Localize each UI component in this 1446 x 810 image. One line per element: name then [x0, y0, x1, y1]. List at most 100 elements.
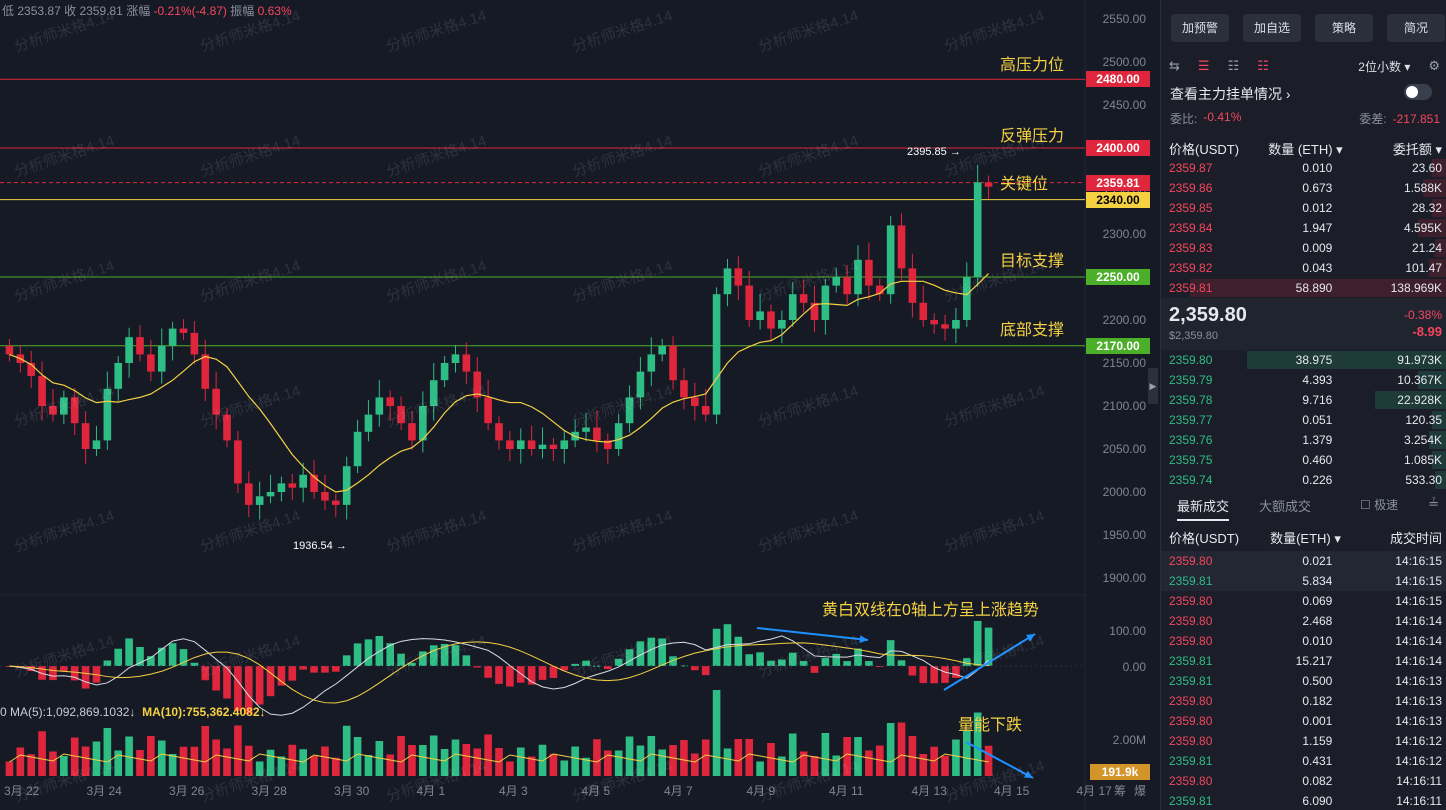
macd-bar: [636, 641, 645, 666]
macd-bar: [60, 666, 68, 672]
orderbook-row[interactable]: 2359.87 0.010 23.60: [1161, 158, 1446, 178]
candle-body: [767, 311, 775, 329]
orderbook-both-icon[interactable]: ⇆: [1169, 58, 1180, 73]
orderbook-row[interactable]: 2359.86 0.673 1.588K: [1161, 178, 1446, 198]
macd-bar: [266, 666, 275, 697]
overview-button[interactable]: 简况: [1387, 14, 1445, 42]
candle-body: [723, 268, 732, 295]
volume-bar: [397, 736, 405, 776]
volume-bar: [614, 750, 623, 776]
candle-body: [778, 320, 786, 329]
macd-bar: [223, 666, 231, 699]
add-alert-button[interactable]: 加预警: [1171, 14, 1229, 42]
orderbook-row[interactable]: 2359.81 58.890 138.969K: [1161, 278, 1446, 298]
candle-body: [212, 388, 220, 415]
main-orders-link[interactable]: 查看主力挂单情况 ›: [1170, 86, 1291, 102]
trade-row: 2359.81 15.217 14:16:14: [1169, 654, 1443, 668]
orderbook-row[interactable]: 2359.83 0.009 21.24: [1161, 238, 1446, 258]
precision-select[interactable]: 2位小数 ▾: [1358, 59, 1411, 74]
axis-extra-label[interactable]: 爆: [1134, 784, 1147, 798]
orderbook-row[interactable]: 2359.78 9.716 22.928K: [1161, 390, 1446, 410]
level-annotation: 底部支撑: [1000, 321, 1065, 339]
volume-bar: [506, 761, 514, 776]
volume-down-arrow-head: [1024, 770, 1033, 778]
candle-body: [103, 388, 112, 441]
orderbook-row[interactable]: 2359.80 38.975 91.973K: [1161, 350, 1446, 370]
macd-trend-arrow-head: [859, 635, 868, 644]
orderbook-row[interactable]: 2359.79 4.393 10.367K: [1161, 370, 1446, 390]
volume-bar: [266, 749, 275, 776]
candle-body: [190, 332, 199, 355]
level-annotation: 高压力位: [1000, 57, 1065, 75]
macd-bar: [321, 666, 329, 673]
level-annotation: 反弹压力: [1000, 128, 1065, 145]
orderbook-split-icon[interactable]: ☰: [1197, 58, 1210, 73]
tab-latest-trades[interactable]: 最新成交: [1177, 496, 1230, 521]
candle-body: [234, 440, 242, 484]
fast-checkbox[interactable]: ☐ 极速: [1359, 498, 1399, 512]
volume-axis-2m: 2.00M: [1112, 733, 1146, 747]
orderbook-row[interactable]: 2359.77 0.051 120.35: [1161, 410, 1446, 430]
volume-bar: [81, 746, 90, 776]
axis-extra-label[interactable]: 筹: [1114, 784, 1127, 798]
volume-bar: [429, 735, 438, 776]
orderbook-row[interactable]: 2359.76 1.379 3.254K: [1161, 430, 1446, 450]
macd-bar: [353, 643, 362, 666]
chart-canvas[interactable]: [0, 0, 1160, 810]
candle-body: [516, 440, 525, 449]
volume-bar: [462, 744, 471, 776]
candle-body: [321, 492, 329, 501]
filter-icon[interactable]: ≟: [1428, 496, 1439, 511]
main-orders-toggle[interactable]: [1404, 84, 1432, 100]
orderbook-row[interactable]: 2359.74 0.226 533.30: [1161, 470, 1446, 490]
macd-bar: [147, 656, 155, 666]
candle-body: [386, 397, 395, 406]
volume-bar: [886, 723, 895, 776]
orderbook-row[interactable]: 2359.85 0.012 28.32: [1161, 198, 1446, 218]
date-axis-label: 4月 1: [416, 784, 446, 798]
date-axis-label: 4月 9: [746, 784, 776, 798]
collapse-panel-button[interactable]: ▶: [1148, 368, 1158, 404]
date-axis-label: 4月 5: [581, 784, 611, 798]
trade-row: 2359.80 0.182 14:16:13: [1169, 694, 1443, 708]
volume-bar: [190, 746, 199, 776]
macd-bar: [201, 666, 210, 681]
volume-bar: [734, 739, 743, 776]
orderbook-bids-icon[interactable]: ☷: [1227, 58, 1240, 73]
macd-bar: [832, 653, 841, 666]
macd-bar: [560, 666, 569, 671]
orderbook-row[interactable]: 2359.84 1.947 4.595K: [1161, 218, 1446, 238]
macd-trend-arrow: [756, 627, 869, 641]
date-axis-label: 3月 22: [4, 784, 40, 798]
add-watchlist-button[interactable]: 加自选: [1243, 14, 1301, 42]
orderbook-row[interactable]: 2359.82 0.043 101.47: [1161, 258, 1446, 278]
macd-bar: [495, 666, 503, 684]
macd-bar: [277, 666, 286, 686]
macd-bar: [778, 659, 786, 666]
macd-bar: [179, 649, 188, 666]
strategy-button[interactable]: 策略: [1315, 14, 1373, 42]
candle-body: [70, 397, 79, 424]
volume-bar: [38, 731, 46, 776]
orderbook-asks-icon[interactable]: ☷: [1257, 58, 1269, 73]
date-axis-label: 4月 17: [1076, 784, 1112, 798]
volume-bar: [701, 739, 710, 776]
tab-large-trades[interactable]: 大额成交: [1259, 499, 1312, 514]
volume-bar: [843, 737, 851, 776]
candle-body: [843, 277, 851, 295]
volume-bar: [788, 733, 797, 776]
candle-body: [984, 182, 993, 187]
volume-tag: 191.9k: [1090, 764, 1150, 780]
trade-row: 2359.80 0.021 14:16:15: [1161, 551, 1446, 571]
settings-icon[interactable]: ⚙: [1428, 58, 1440, 73]
candle-body: [745, 285, 754, 320]
candle-body: [941, 324, 949, 329]
level-annotation: 目标支撑: [1000, 253, 1065, 270]
volume-bar: [516, 747, 525, 776]
trade-row: 2359.80 0.001 14:16:13: [1169, 714, 1443, 728]
date-axis-label: 4月 3: [499, 784, 528, 798]
kline-chart[interactable]: 低 2353.87 收 2359.81 涨幅 -0.21%(-4.87) 振幅 …: [0, 0, 1160, 810]
orderbook-row[interactable]: 2359.75 0.460 1.085K: [1161, 450, 1446, 470]
trade-row: 2359.81 0.500 14:16:13: [1169, 674, 1443, 688]
volume-bar: [27, 754, 36, 776]
